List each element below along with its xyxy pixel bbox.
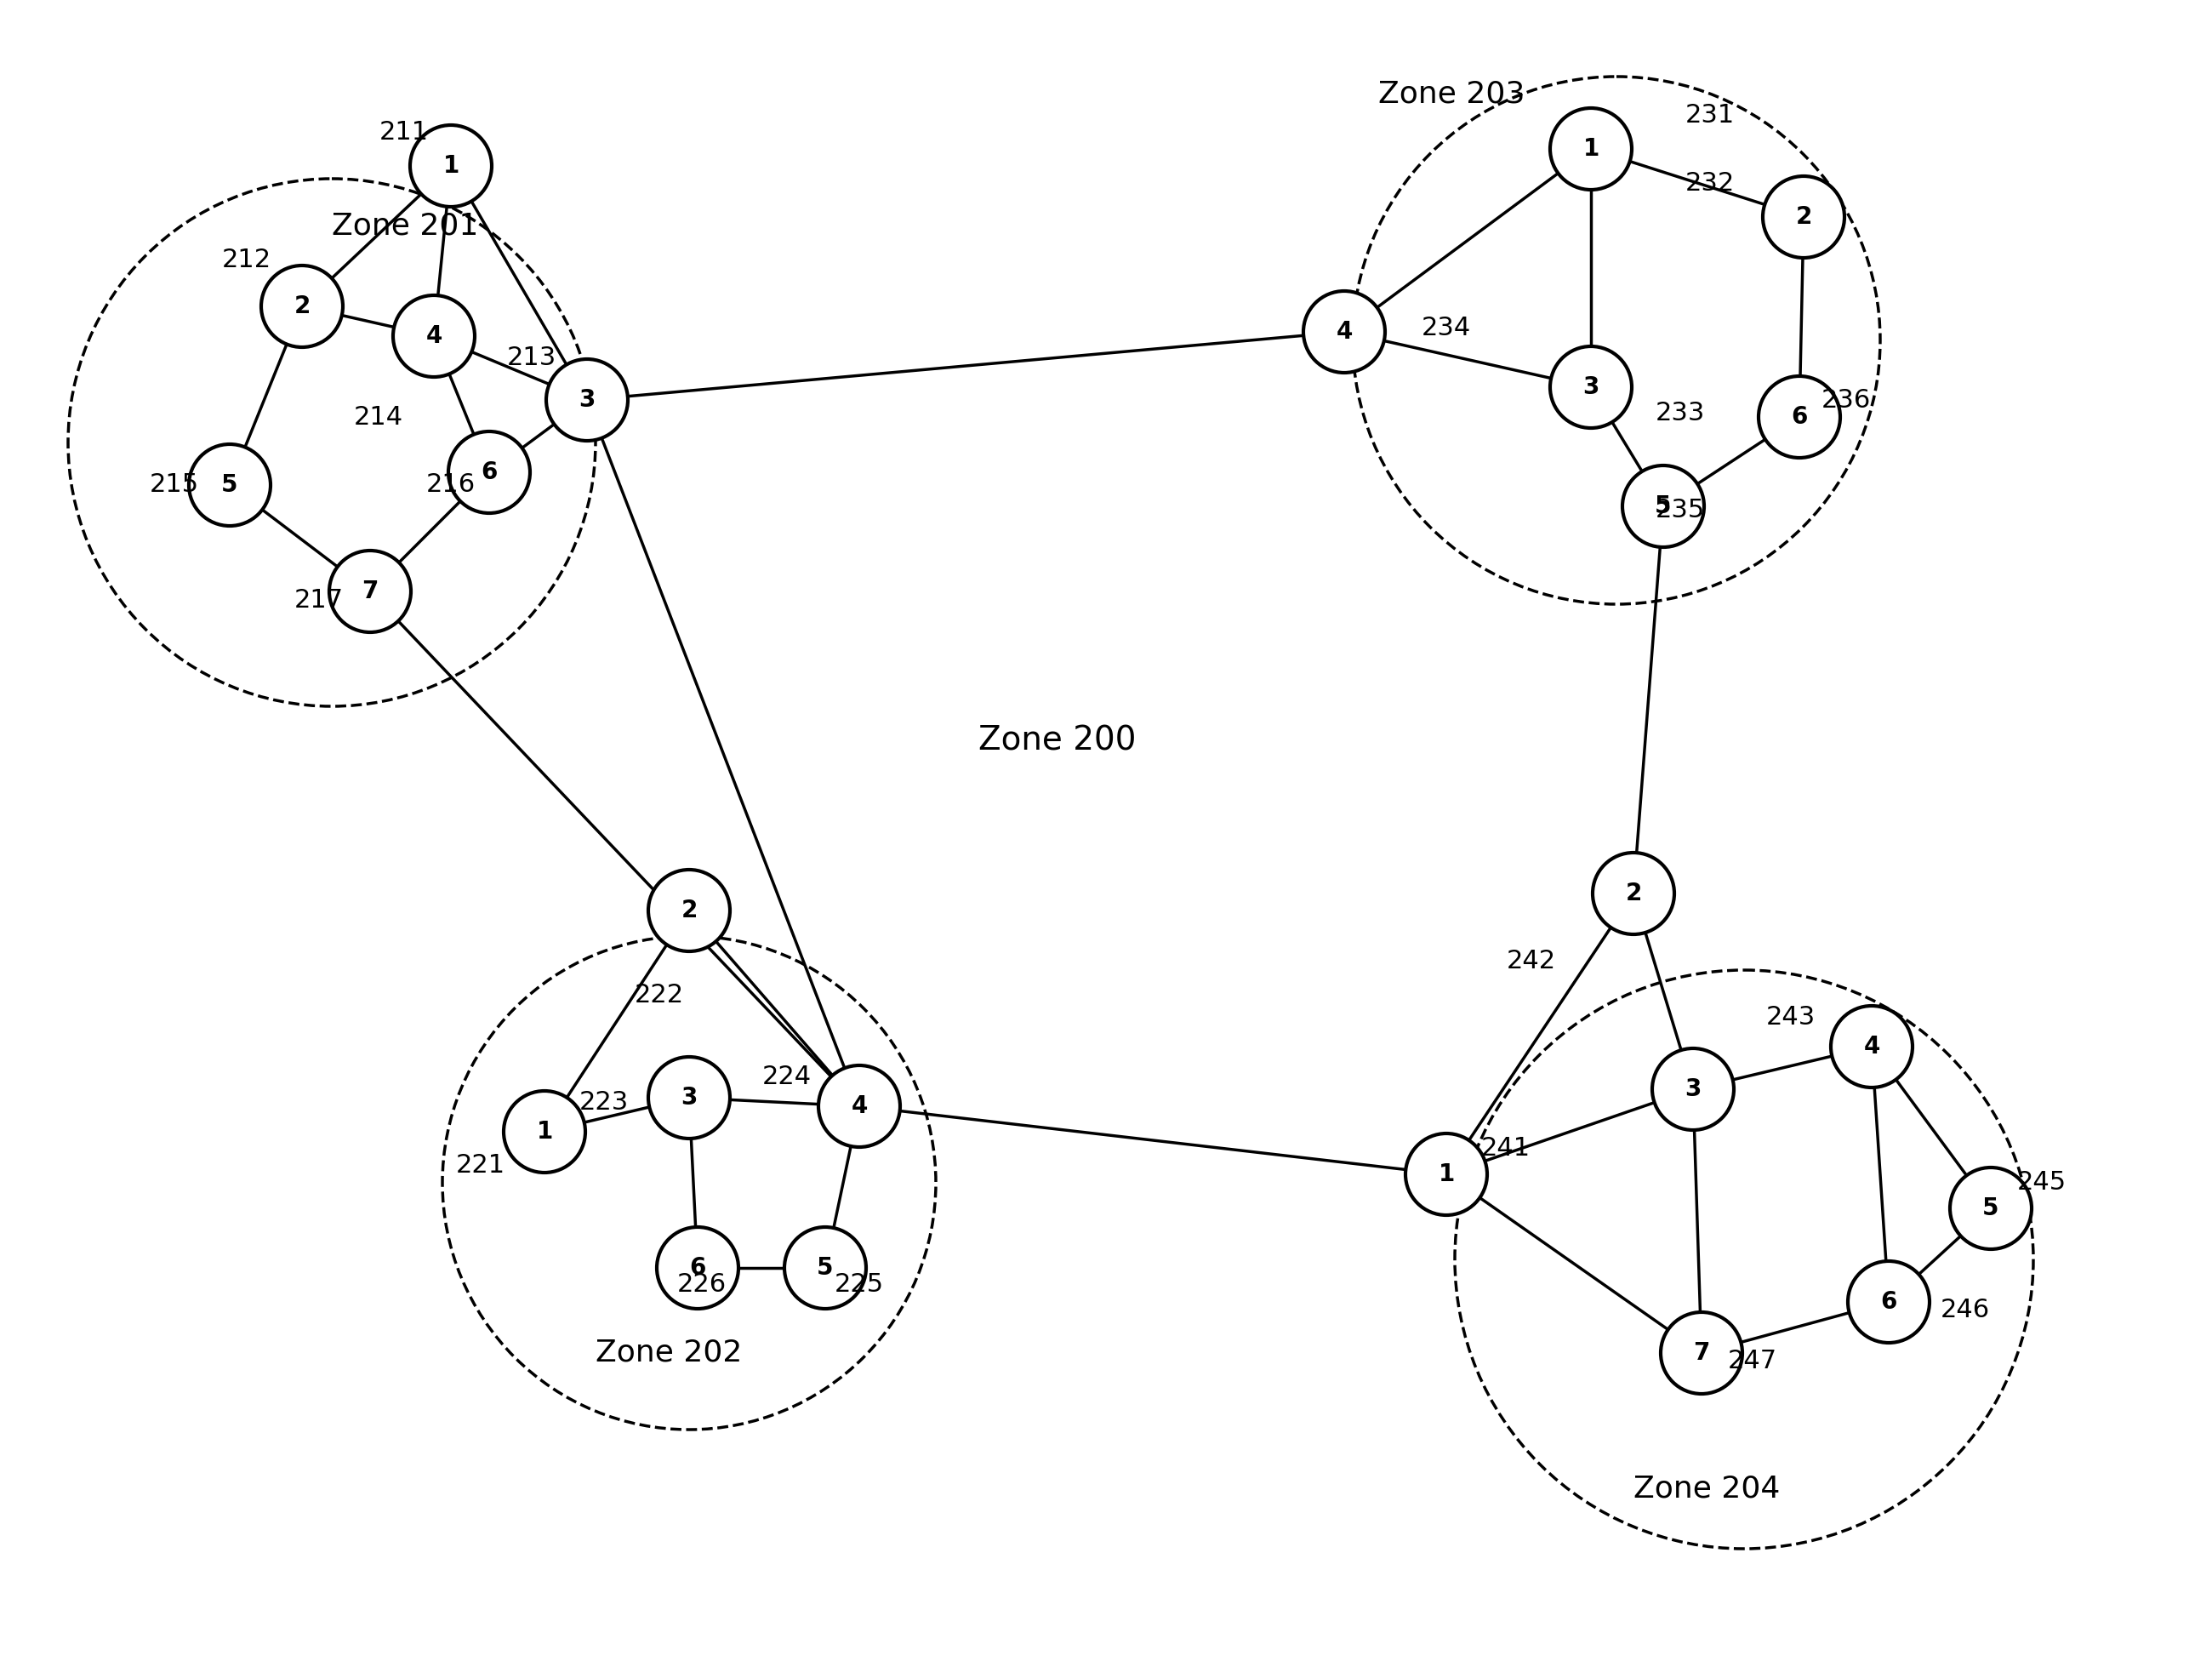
Text: 211: 211 bbox=[380, 120, 429, 145]
Text: 224: 224 bbox=[763, 1064, 812, 1089]
Text: Zone 203: Zone 203 bbox=[1378, 78, 1524, 108]
Text: 214: 214 bbox=[354, 405, 403, 430]
Text: 2: 2 bbox=[1796, 205, 1812, 228]
Text: 216: 216 bbox=[427, 473, 476, 497]
Circle shape bbox=[394, 295, 476, 377]
Text: 6: 6 bbox=[480, 460, 498, 483]
Circle shape bbox=[785, 1227, 867, 1309]
Text: 5: 5 bbox=[816, 1255, 834, 1280]
Text: 241: 241 bbox=[1482, 1137, 1531, 1162]
Text: 226: 226 bbox=[677, 1272, 726, 1297]
Text: 7: 7 bbox=[1694, 1340, 1710, 1365]
Circle shape bbox=[1652, 1049, 1734, 1130]
Circle shape bbox=[1593, 852, 1674, 934]
Text: 5: 5 bbox=[1982, 1197, 2000, 1220]
Text: 4: 4 bbox=[852, 1094, 867, 1119]
Text: 221: 221 bbox=[456, 1154, 504, 1179]
Text: 215: 215 bbox=[150, 473, 199, 497]
Text: 4: 4 bbox=[425, 323, 442, 348]
Text: 3: 3 bbox=[1584, 375, 1599, 398]
Text: 1: 1 bbox=[1438, 1162, 1455, 1187]
Circle shape bbox=[1621, 465, 1703, 547]
Text: 213: 213 bbox=[507, 345, 557, 370]
Text: 236: 236 bbox=[1820, 388, 1871, 412]
Text: 2: 2 bbox=[294, 295, 310, 318]
Text: 247: 247 bbox=[1728, 1349, 1776, 1374]
Circle shape bbox=[818, 1065, 900, 1147]
Text: 6: 6 bbox=[1880, 1290, 1898, 1314]
Circle shape bbox=[1303, 292, 1385, 373]
Circle shape bbox=[409, 125, 491, 207]
Text: 242: 242 bbox=[1506, 949, 1555, 974]
Text: 212: 212 bbox=[221, 247, 272, 272]
Text: 1: 1 bbox=[535, 1120, 553, 1144]
Text: 225: 225 bbox=[834, 1272, 885, 1297]
Circle shape bbox=[1759, 377, 1840, 458]
Text: 232: 232 bbox=[1686, 170, 1734, 195]
Text: 1: 1 bbox=[1584, 137, 1599, 160]
Text: 246: 246 bbox=[1940, 1299, 1991, 1324]
Circle shape bbox=[1847, 1262, 1929, 1344]
Text: 3: 3 bbox=[681, 1085, 697, 1110]
Text: 4: 4 bbox=[1863, 1035, 1880, 1059]
Circle shape bbox=[1763, 177, 1845, 258]
Text: Zone 204: Zone 204 bbox=[1632, 1475, 1781, 1504]
Text: 1: 1 bbox=[442, 153, 460, 178]
Text: 222: 222 bbox=[635, 984, 684, 1009]
Text: Zone 201: Zone 201 bbox=[332, 212, 478, 240]
Text: 245: 245 bbox=[2017, 1170, 2066, 1195]
Circle shape bbox=[504, 1090, 586, 1172]
Circle shape bbox=[1551, 347, 1632, 428]
Text: Zone 200: Zone 200 bbox=[978, 723, 1137, 757]
Circle shape bbox=[330, 550, 411, 632]
Circle shape bbox=[1405, 1134, 1486, 1215]
Text: 5: 5 bbox=[221, 473, 239, 497]
Circle shape bbox=[1832, 1005, 1913, 1087]
Text: 6: 6 bbox=[690, 1255, 706, 1280]
Text: 2: 2 bbox=[1626, 882, 1641, 905]
Text: 4: 4 bbox=[1336, 320, 1352, 343]
Circle shape bbox=[261, 265, 343, 347]
Text: 7: 7 bbox=[363, 580, 378, 603]
Text: 233: 233 bbox=[1655, 400, 1705, 425]
Text: Zone 202: Zone 202 bbox=[595, 1339, 743, 1367]
Text: 231: 231 bbox=[1686, 103, 1734, 127]
Text: 2: 2 bbox=[681, 899, 697, 922]
Text: 3: 3 bbox=[580, 388, 595, 412]
Circle shape bbox=[1951, 1167, 2031, 1249]
Text: 3: 3 bbox=[1686, 1077, 1701, 1102]
Text: 6: 6 bbox=[1792, 405, 1807, 428]
Text: 217: 217 bbox=[294, 587, 343, 612]
Circle shape bbox=[657, 1227, 739, 1309]
Circle shape bbox=[1661, 1312, 1743, 1394]
Text: 223: 223 bbox=[580, 1090, 628, 1114]
Circle shape bbox=[648, 870, 730, 952]
Text: 235: 235 bbox=[1655, 498, 1705, 523]
Circle shape bbox=[449, 432, 531, 513]
Text: 243: 243 bbox=[1765, 1005, 1816, 1029]
Circle shape bbox=[546, 358, 628, 440]
Circle shape bbox=[1551, 108, 1632, 190]
Circle shape bbox=[188, 443, 270, 525]
Circle shape bbox=[648, 1057, 730, 1139]
Text: 5: 5 bbox=[1655, 495, 1672, 518]
Text: 234: 234 bbox=[1422, 315, 1471, 340]
